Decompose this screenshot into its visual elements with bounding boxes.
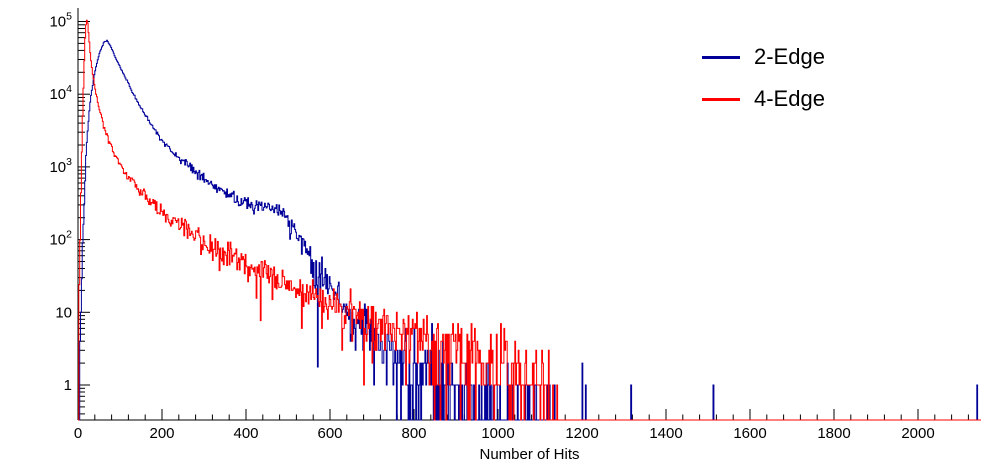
svg-text:1600: 1600 bbox=[733, 425, 766, 442]
svg-text:200: 200 bbox=[149, 425, 174, 442]
svg-text:1200: 1200 bbox=[565, 425, 598, 442]
legend-line-4edge bbox=[702, 97, 740, 101]
svg-text:1400: 1400 bbox=[649, 425, 682, 442]
svg-text:400: 400 bbox=[233, 425, 258, 442]
svg-text:10: 10 bbox=[55, 304, 72, 321]
svg-text:1800: 1800 bbox=[817, 425, 850, 442]
legend-item-4edge: 4-Edge bbox=[702, 84, 825, 114]
svg-text:104: 104 bbox=[49, 83, 72, 103]
series-4-edge bbox=[78, 19, 981, 421]
svg-text:103: 103 bbox=[49, 156, 72, 176]
svg-text:0: 0 bbox=[74, 425, 82, 442]
svg-text:102: 102 bbox=[49, 229, 72, 249]
legend-line-2edge bbox=[702, 55, 740, 59]
svg-text:600: 600 bbox=[317, 425, 342, 442]
axes bbox=[77, 8, 981, 421]
legend-label-2edge: 2-Edge bbox=[754, 44, 825, 69]
svg-text:105: 105 bbox=[49, 11, 72, 31]
legend: 2-Edge 4-Edge bbox=[702, 42, 825, 126]
svg-text:1000: 1000 bbox=[481, 425, 514, 442]
series-2-edge bbox=[78, 39, 981, 421]
svg-text:1: 1 bbox=[64, 377, 72, 394]
x-tick-labels: 0 200 400 600 800 1000 1200 1400 1600 1800 2000 bbox=[74, 425, 935, 442]
legend-item-2edge: 2-Edge bbox=[702, 42, 825, 72]
svg-text:800: 800 bbox=[401, 425, 426, 442]
x-axis-title: Number of Hits bbox=[479, 446, 580, 463]
y-tick-labels: 1 10 102 103 104 105 bbox=[49, 11, 72, 395]
svg-text:2000: 2000 bbox=[901, 425, 934, 442]
legend-label-4edge: 4-Edge bbox=[754, 86, 825, 111]
